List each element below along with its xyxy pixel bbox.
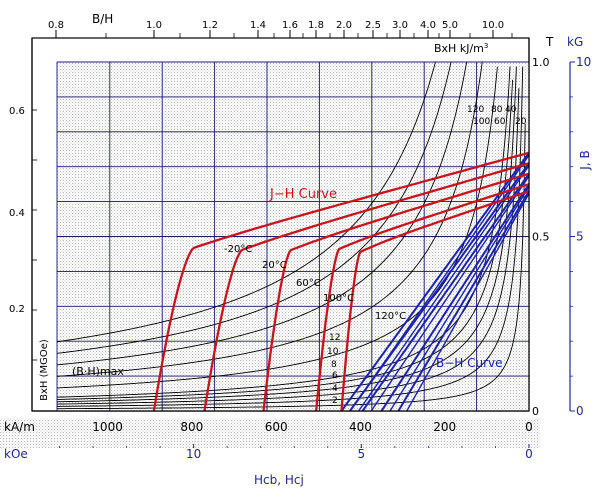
top-tick-label: 10.0: [482, 20, 504, 31]
energy-units-label: BxH kJ/m3: [434, 42, 488, 55]
energy-contour: [57, 62, 452, 354]
bh-curve: [380, 183, 529, 411]
unit-kam: kA/m: [4, 420, 35, 434]
left-tick-label: 0.6: [9, 106, 25, 117]
top-tick-label: 3.0: [392, 20, 408, 31]
top-tick-label: 0.8: [48, 20, 64, 31]
right-axis-ticks: 1.0 0.5 0 10 5 0: [532, 55, 591, 418]
contour-top-label: 120: [467, 105, 484, 115]
contour-top-label: 40: [505, 105, 517, 115]
contour-top-label: 100: [473, 117, 490, 127]
jh-curve-label: J−H Curve: [269, 187, 337, 202]
energy-contour: [57, 62, 436, 343]
tesla-tick-label: 0.5: [532, 231, 550, 244]
left-tick-label: 0.4: [9, 208, 25, 219]
unit-tesla: T: [545, 35, 554, 49]
kam-tick-label: 0: [525, 420, 533, 434]
energy-contours: [57, 62, 526, 410]
contour-bottom-label: 2: [332, 396, 338, 406]
bh-curve: [349, 162, 529, 411]
kam-tick-label: 400: [349, 420, 372, 434]
unit-kg: kG: [567, 35, 583, 49]
jh-curve: [203, 162, 529, 411]
koe-tick-label: 5: [357, 447, 365, 461]
top-tick-label: 1.4: [250, 20, 266, 31]
bh-curve: [357, 165, 529, 411]
contour-bottom-label: 12: [329, 333, 340, 343]
top-axis-label: B/H: [92, 12, 113, 26]
tesla-tick-label: 0: [532, 405, 539, 418]
kam-tick-label: 1000: [92, 420, 123, 434]
energy-contour: [57, 66, 517, 403]
contour-bottom-label: 4: [332, 384, 338, 394]
temperature-label: -20°C: [224, 244, 252, 255]
jh-curve: [314, 183, 529, 411]
left-axis-title: BxH (MGOe): [39, 339, 50, 401]
bh-curve: [397, 190, 529, 411]
kam-tick-label: 800: [180, 420, 203, 434]
bh-curve: [340, 152, 529, 411]
top-tick-label: 1.6: [282, 20, 298, 31]
contour-bottom-label: 8: [331, 360, 337, 370]
right-axis-title: J, B: [578, 150, 592, 170]
energy-contour: [57, 62, 468, 366]
kg-tick-label: 5: [576, 230, 584, 244]
top-tick-label: 4.0: [420, 20, 436, 31]
jh-curve: [340, 190, 529, 411]
bottom-axis-title: Hcb, Hcj: [254, 473, 304, 487]
koe-tick-label: 0: [525, 447, 533, 461]
unit-koe: kOe: [4, 447, 28, 461]
bottom-axis-band: [0, 418, 540, 448]
bh-curve: [361, 173, 529, 411]
energy-contour-labels: 120 80 40 100 60 20 12 10 86 4 2: [327, 105, 527, 406]
top-tick-label: 2.5: [365, 20, 381, 31]
tesla-tick-label: 1.0: [532, 56, 550, 69]
energy-contour: [57, 62, 483, 377]
contour-top-label: 20: [515, 117, 527, 127]
bh-curves: [340, 152, 529, 411]
contour-bottom-label: 10: [327, 347, 339, 357]
jh-curve: [262, 172, 529, 411]
left-axis-ticks: 0.6 0.4 0.2: [9, 106, 37, 361]
temperature-label: 120°C: [375, 311, 406, 322]
left-tick-label: 0.2: [9, 304, 25, 315]
top-tick-label: 1.8: [308, 20, 324, 31]
kam-tick-label: 600: [265, 420, 288, 434]
top-tick-label: 5.0: [442, 20, 458, 31]
top-tick-label: 2.0: [336, 20, 352, 31]
jh-curves: [152, 151, 529, 411]
contour-top-label: 60: [494, 117, 506, 127]
bh-curve: [370, 175, 529, 411]
energy-contour: [57, 123, 526, 410]
contour-bottom-label: 6: [332, 371, 338, 381]
temperature-label: 100°C: [323, 293, 354, 304]
bottom-axis-ticks: 1000 800 600 400 200 0 10 5 0: [59, 420, 533, 461]
top-tick-label: 1.0: [146, 20, 162, 31]
bh-curve-label: B−H Curve: [436, 356, 503, 370]
top-axis-ticks: 0.8 1.0 1.2 1.4 1.6 1.8 2.0 2.5 3.0 4.0 5.0 10.0: [48, 20, 513, 38]
energy-contour: [57, 79, 514, 400]
bh-curve: [405, 193, 529, 411]
energy-contour: [57, 88, 520, 405]
temperature-label: 60°C: [296, 278, 321, 289]
kg-tick-label: 10: [576, 55, 591, 69]
contour-top-label: 80: [491, 105, 503, 115]
jh-curve: [152, 151, 529, 411]
kg-tick-label: 0: [576, 404, 584, 418]
koe-tick-label: 10: [186, 447, 201, 461]
bh-max-label: (B·H)max: [72, 365, 124, 378]
bh-curve: [389, 186, 529, 411]
temperature-label: 20°C: [262, 260, 287, 271]
energy-contour: [57, 66, 511, 398]
top-tick-label: 1.2: [202, 20, 218, 31]
energy-contour: [57, 66, 524, 407]
kam-tick-label: 200: [433, 420, 456, 434]
